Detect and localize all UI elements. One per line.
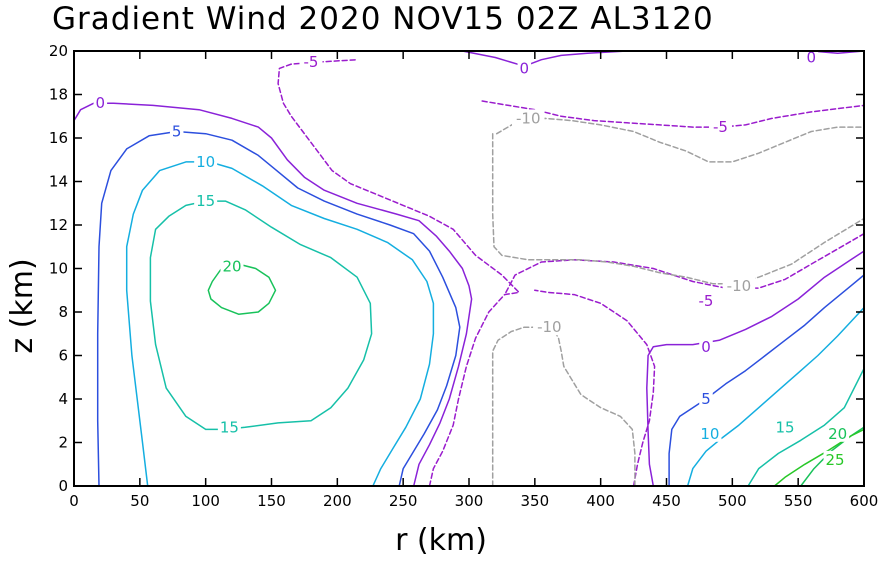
contour-label-layer: 0 0 0 0 5 5 10 10 15 15 15 20 20 25 -5 -5 -5 -10 -10 -10 (93, 48, 850, 469)
contour-label-25-0: 25 (825, 451, 844, 469)
contour-label-bg-5-0 (169, 122, 184, 140)
contour-label-0-0: 0 (96, 94, 106, 112)
contour-line-neg5-1 (505, 232, 865, 294)
y-tick-label-1: 2 (58, 434, 68, 452)
contour-line-25-0 (773, 428, 865, 487)
contour-line-15-1 (747, 367, 865, 487)
contour-label-0-2: 0 (807, 49, 817, 67)
contour-label-bg-neg10-2 (533, 318, 566, 336)
y-tick-label-3: 6 (58, 347, 68, 365)
contour-layer (73, 50, 865, 487)
y-tick-label-5: 10 (49, 260, 68, 278)
y-tick-label-8: 16 (49, 129, 68, 147)
contour-label-neg5-0: -5 (304, 53, 319, 71)
contour-label-10-1: 10 (700, 425, 719, 443)
contour-label-bg-20-0 (220, 257, 244, 275)
contour-label-bg-20-1 (826, 424, 850, 442)
contour-line-neg10-3 (553, 330, 636, 487)
x-tick-label-6: 300 (455, 492, 484, 510)
contour-line-5-1 (668, 274, 865, 487)
contour-label-15-0: 15 (196, 192, 215, 210)
contour-label-bg-neg10-0 (512, 109, 545, 127)
y-tick-label-10: 20 (49, 42, 68, 60)
x-tick-label-12: 600 (850, 492, 879, 510)
contour-label-bg-15-0 (194, 192, 218, 210)
x-tick-label-8: 400 (586, 492, 615, 510)
contour-line-5-0 (96, 130, 461, 487)
contour-line-10-0 (125, 161, 435, 487)
contour-label-10-0: 10 (196, 153, 215, 171)
axes-layer: 0 50 100 150 200 250 300 350 400 450 500 550 6000246… (49, 42, 878, 510)
contour-label-5-1: 5 (701, 390, 711, 408)
contour-line-10-1 (686, 306, 865, 487)
y-tick-label-4: 8 (58, 303, 68, 321)
x-tick-label-3: 150 (257, 492, 286, 510)
contour-label-bg-15-1 (217, 418, 241, 436)
contour-label-5-0: 5 (172, 122, 182, 140)
contour-label-neg10-2: -10 (537, 318, 562, 336)
contour-label-20-1: 20 (828, 425, 847, 443)
contour-label-bg-5-1 (699, 390, 713, 407)
y-axis-label: z (km) (5, 258, 40, 353)
contour-line-0-1 (461, 50, 628, 67)
contour-line-neg10-0 (491, 326, 541, 487)
contour-label-bg-10-0 (194, 152, 218, 170)
y-tick-label-7: 14 (49, 173, 68, 191)
contour-line-neg10-2 (491, 132, 865, 285)
contour-line-0-3 (646, 250, 865, 487)
y-tick-label-0: 0 (58, 477, 68, 495)
x-tick-label-1: 50 (130, 492, 149, 510)
contour-label-20-0: 20 (222, 257, 241, 275)
contour-label-0-3: 0 (701, 338, 711, 356)
y-tick-label-9: 18 (49, 86, 68, 104)
contour-label-bg-25-0 (823, 450, 847, 468)
contour-label-neg5-1: -5 (713, 118, 728, 136)
contour-label-neg5-2: -5 (699, 292, 714, 310)
contour-line-15-0 (149, 200, 373, 431)
contour-label-bg-neg5-1 (708, 118, 732, 136)
contour-label-15-2: 15 (775, 418, 794, 436)
contour-label-bg-neg5-0 (299, 52, 323, 70)
x-tick-label-10: 500 (718, 492, 747, 510)
x-tick-label-2: 100 (191, 492, 220, 510)
contour-label-bg-neg10-1 (722, 276, 756, 294)
x-axis-label: r (km) (395, 523, 487, 558)
contour-label-bg-0-0 (93, 94, 108, 112)
y-tick-label-6: 12 (49, 216, 68, 234)
contour-label-bg-0-2 (804, 48, 819, 66)
x-tick-label-9: 450 (652, 492, 681, 510)
x-tick-label-4: 200 (323, 492, 352, 510)
contour-label-bg-0-3 (699, 337, 713, 355)
contour-label-neg10-0: -10 (516, 109, 541, 127)
x-tick-label-7: 350 (521, 492, 550, 510)
contour-line-neg5-2 (534, 289, 656, 487)
chart-title: Gradient Wind 2020 NOV15 02Z AL3120 (52, 1, 714, 37)
x-tick-label-5: 250 (389, 492, 418, 510)
x-tick-label-11: 550 (784, 492, 813, 510)
contour-label-bg-10-1 (698, 424, 722, 442)
contour-line-0-0 (73, 102, 473, 487)
x-tick-label-0: 0 (69, 492, 79, 510)
contour-label-neg10-1: -10 (727, 277, 752, 295)
contour-label-bg-15-2 (773, 418, 797, 436)
contour-label-bg-0-1 (517, 59, 532, 77)
contour-label-bg-neg5-2 (694, 292, 718, 310)
contour-line-neg10-1 (495, 117, 865, 163)
contour-label-0-1: 0 (520, 59, 530, 77)
y-tick-label-2: 4 (58, 390, 68, 408)
contour-line-neg5-0 (277, 58, 520, 487)
contour-label-15-1: 15 (220, 418, 239, 436)
